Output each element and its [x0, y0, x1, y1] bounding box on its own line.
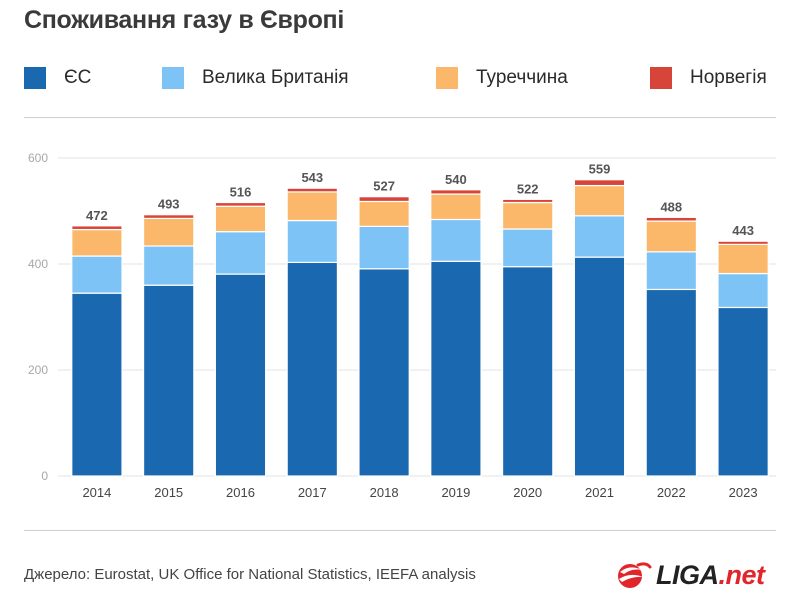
bar-segment-norway-2017 — [286, 187, 339, 193]
bar-segment-turkey-2023 — [717, 243, 769, 275]
bottom-divider — [24, 530, 776, 531]
x-tick-label-2019: 2019 — [441, 485, 470, 500]
total-label-2017: 543 — [301, 170, 323, 185]
bar-segment-norway-2020 — [501, 198, 554, 204]
bar-segment-norway-2023 — [717, 240, 769, 245]
bar-segment-turkey-2018 — [358, 200, 410, 227]
bar-segment-eu-2020 — [501, 266, 554, 477]
bar-segment-turkey-2017 — [286, 191, 339, 222]
x-tick-label-2016: 2016 — [226, 485, 255, 500]
bar-segment-turkey-2019 — [430, 193, 482, 221]
bar-segment-turkey-2020 — [501, 201, 554, 230]
legend-label-eu: ЄС — [64, 67, 92, 88]
bar-segment-turkey-2021 — [573, 184, 626, 217]
total-label-2014: 472 — [86, 208, 108, 223]
bar-segment-eu-2018 — [358, 268, 410, 477]
bar-segment-eu-2014 — [71, 292, 123, 477]
bar-segment-eu-2021 — [573, 256, 626, 477]
liga-logo-text: LIGA.net — [656, 560, 765, 591]
bar-segment-uk-2018 — [358, 225, 410, 270]
legend-item-norway: Норвегія — [650, 64, 767, 92]
legend-item-uk: Велика Британія — [162, 64, 349, 92]
bar-segment-eu-2023 — [717, 306, 769, 477]
legend-item-turkey: Туреччина — [436, 64, 568, 92]
legend-swatch-turkey — [436, 67, 458, 89]
y-tick-label-200: 200 — [28, 363, 48, 377]
bar-segment-uk-2022 — [645, 251, 698, 291]
total-label-2021: 559 — [589, 162, 611, 177]
y-tick-label-0: 0 — [41, 469, 48, 483]
legend-item-eu: ЄС — [24, 64, 91, 92]
bar-segment-uk-2020 — [501, 228, 554, 268]
legend-label-turkey: Туреччина — [476, 67, 568, 88]
total-label-2018: 527 — [373, 179, 395, 194]
y-tick-label-600: 600 — [28, 151, 48, 165]
y-tick-label-400: 400 — [28, 257, 48, 271]
bar-segment-eu-2019 — [430, 260, 482, 477]
liga-logo-main: LIGA — [656, 559, 719, 590]
bar-segment-turkey-2015 — [142, 217, 195, 247]
bar-segment-norway-2022 — [645, 216, 698, 222]
x-tick-label-2017: 2017 — [298, 485, 327, 500]
bar-segment-norway-2019 — [430, 189, 482, 195]
total-label-2022: 488 — [660, 199, 682, 214]
bar-segment-eu-2022 — [645, 288, 698, 477]
top-divider — [24, 117, 776, 118]
legend-swatch-eu — [24, 67, 46, 89]
x-tick-label-2023: 2023 — [729, 485, 758, 500]
x-tick-label-2014: 2014 — [82, 485, 111, 500]
bar-segment-norway-2021 — [573, 179, 626, 187]
liga-logo-icon — [618, 562, 652, 588]
x-tick-label-2015: 2015 — [154, 485, 183, 500]
bar-segment-norway-2014 — [71, 225, 123, 231]
total-label-2016: 516 — [230, 185, 252, 200]
chart-legend: ЄС Велика Британія Туреччина Норвегія — [24, 64, 776, 92]
bar-segment-uk-2016 — [214, 231, 267, 275]
bar-segment-eu-2015 — [142, 284, 195, 477]
bar-segment-uk-2017 — [286, 219, 339, 264]
bar-segment-norway-2016 — [214, 201, 267, 207]
bar-segment-norway-2018 — [358, 196, 410, 203]
bar-segment-turkey-2016 — [214, 205, 267, 233]
x-tick-label-2018: 2018 — [370, 485, 399, 500]
x-tick-label-2022: 2022 — [657, 485, 686, 500]
bar-segment-uk-2019 — [430, 218, 482, 262]
bar-segment-turkey-2022 — [645, 220, 698, 253]
bar-segment-eu-2016 — [214, 273, 267, 477]
x-tick-label-2020: 2020 — [513, 485, 542, 500]
legend-swatch-uk — [162, 67, 184, 89]
total-label-2023: 443 — [732, 223, 754, 238]
total-label-2019: 540 — [445, 172, 467, 187]
chart-title: Споживання газу в Європі — [24, 6, 344, 34]
total-label-2020: 522 — [517, 181, 539, 196]
bar-segment-eu-2017 — [286, 261, 339, 477]
liga-logo-suffix: .net — [718, 559, 766, 590]
liga-logo: LIGA.net — [616, 557, 778, 593]
legend-swatch-norway — [650, 67, 672, 89]
bar-segment-norway-2015 — [142, 214, 195, 220]
bar-segment-uk-2023 — [717, 272, 769, 309]
bar-segment-turkey-2014 — [71, 228, 123, 257]
x-tick-label-2021: 2021 — [585, 485, 614, 500]
total-label-2015: 493 — [158, 197, 180, 212]
bar-segment-uk-2021 — [573, 215, 626, 258]
legend-label-uk: Велика Британія — [202, 67, 349, 88]
legend-label-norway: Норвегія — [690, 67, 767, 88]
bar-segment-uk-2015 — [142, 245, 195, 286]
source-note: Джерело: Eurostat, UK Office for Nationa… — [24, 566, 476, 583]
bar-segment-uk-2014 — [71, 255, 123, 294]
